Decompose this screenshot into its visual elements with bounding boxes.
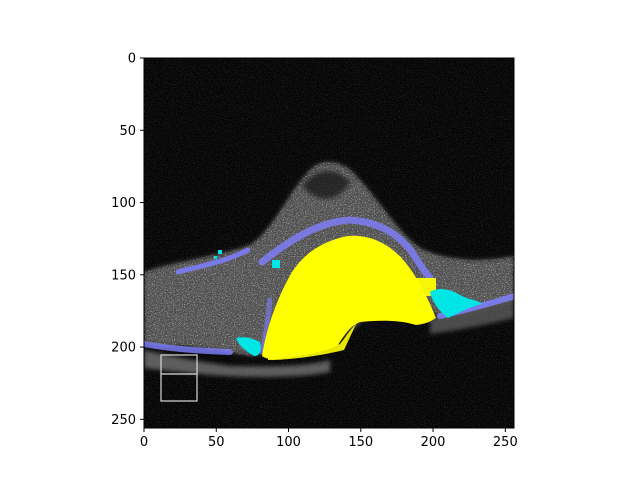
x-axis: 0 50 100 150 200 250: [140, 428, 518, 450]
x-tick-label: 150: [348, 435, 373, 450]
x-tick-label: 0: [140, 435, 148, 450]
x-tick-label: 50: [208, 435, 225, 450]
y-tick-label: 100: [111, 196, 136, 211]
cyan-regions: [214, 250, 482, 356]
annotation-rectangle: [160, 354, 198, 402]
oct-image: [144, 58, 514, 428]
x-tick-label: 200: [421, 435, 446, 450]
y-tick-label: 0: [128, 52, 136, 67]
y-tick-label: 250: [111, 413, 136, 428]
yellow-region: [262, 235, 436, 360]
x-tick-label: 100: [276, 435, 301, 450]
y-tick-label: 50: [119, 124, 136, 139]
y-axis: 0 50 100 150 200 250: [111, 52, 144, 428]
axes-frame: [143, 57, 515, 429]
y-tick-label: 150: [111, 268, 136, 283]
x-tick-label: 250: [493, 435, 518, 450]
y-tick-label: 200: [111, 341, 136, 356]
